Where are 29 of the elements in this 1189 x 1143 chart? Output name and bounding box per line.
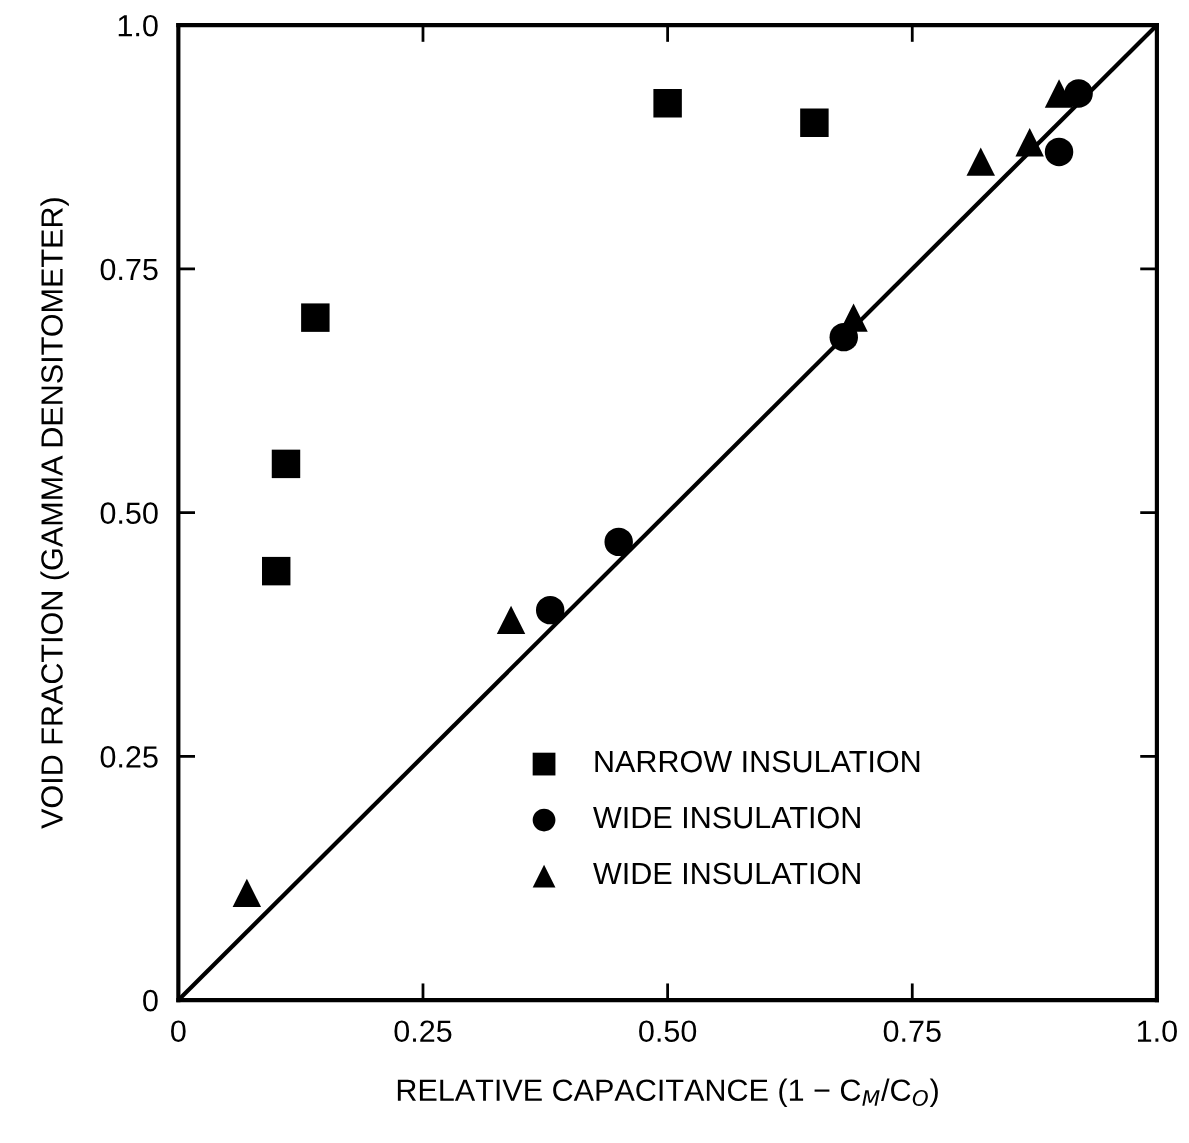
point — [271, 449, 301, 479]
point — [1044, 79, 1074, 108]
point — [604, 527, 633, 557]
x-tick-label: 0.50 — [639, 1020, 697, 1043]
point — [1044, 137, 1074, 167]
y-axis-title: VOID FRACTION (GAMMA DENSITOMETER) — [40, 198, 69, 829]
legend-label: WIDE INSULATION — [593, 862, 860, 885]
y-tick-label: 0.50 — [100, 502, 158, 525]
point — [535, 595, 565, 625]
x-axis-title: RELATIVE CAPACITANCE (1 − C$_{M}$/C$_{O}$) — [397, 1078, 938, 1108]
point — [1015, 127, 1044, 157]
point — [496, 605, 526, 635]
point — [301, 303, 330, 332]
x-tick-label: 0.75 — [883, 1020, 941, 1043]
y-tick-label: 1.0 — [118, 14, 158, 37]
legend-label: NARROW INSULATION — [595, 750, 920, 773]
x-tick-label: 0 — [171, 1020, 186, 1043]
y-tick-label: 0.25 — [100, 746, 158, 768]
point — [653, 88, 682, 118]
point — [1064, 79, 1093, 108]
point — [800, 108, 829, 137]
point — [232, 878, 262, 908]
point — [966, 147, 995, 176]
point — [261, 556, 291, 586]
x-tick-label: 1.0 — [1137, 1020, 1177, 1043]
x-tick-label: 0.25 — [394, 1020, 452, 1043]
y-tick-label: 0.75 — [100, 258, 158, 281]
y-tick-label: 0 — [143, 989, 158, 1012]
legend-label: WIDE INSULATION — [593, 806, 860, 829]
